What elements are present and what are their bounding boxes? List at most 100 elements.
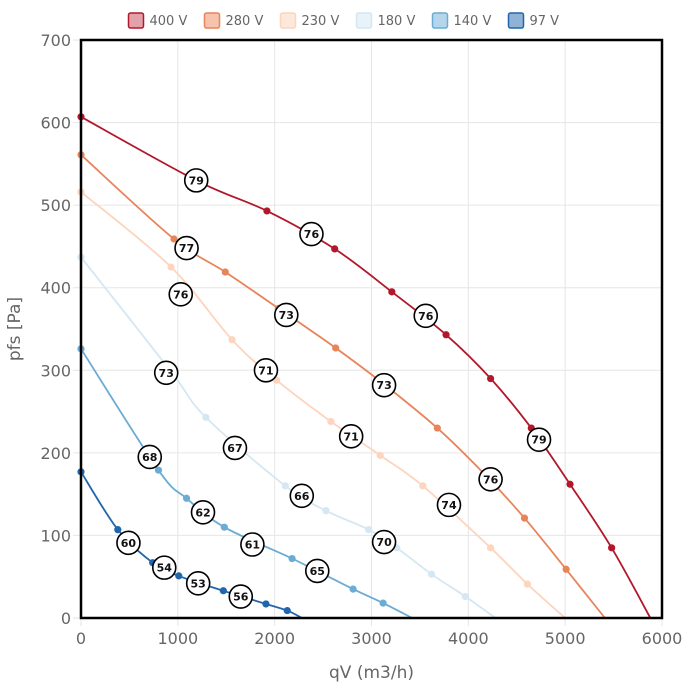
- efficiency-bubble-circle: [190, 500, 216, 525]
- tick-layer: 0 1000 2000 3000 4000 5000 6000 0 100 200 300 400 50…: [40, 31, 682, 648]
- data-point: [608, 544, 616, 552]
- y-tick-label: 300: [40, 361, 71, 380]
- efficiency-bubble-label: 65: [310, 565, 325, 578]
- efficiency-bubble-circle: [253, 357, 279, 383]
- efficiency-bubble-label: 73: [376, 379, 391, 392]
- data-point: [219, 587, 227, 595]
- efficiency-bubble-label: 73: [159, 367, 174, 380]
- efficiency-bubble-circle: [168, 282, 194, 307]
- efficiency-bubble-label: 74: [441, 499, 457, 512]
- y-tick-label: 500: [40, 196, 71, 215]
- efficiency-bubble: 68: [137, 444, 163, 470]
- legend-item[interactable]: 140 V: [431, 12, 492, 29]
- legend-label: 180 V: [378, 14, 416, 29]
- efficiency-bubble-label: 71: [258, 364, 273, 377]
- efficiency-bubble: 73: [273, 302, 299, 328]
- data-point: [175, 572, 183, 580]
- data-point: [283, 606, 291, 615]
- y-tick-label: 0: [61, 609, 71, 628]
- efficiency-bubble: 71: [253, 357, 279, 383]
- efficiency-bubble-circle: [371, 529, 397, 555]
- x-tick-label: 5000: [545, 629, 586, 648]
- efficiency-bubble-circle: [478, 466, 503, 492]
- series-line: [80, 116, 652, 619]
- efficiency-bubble: 65: [304, 558, 330, 584]
- legend-swatch: [431, 12, 449, 29]
- efficiency-bubble: 76: [478, 466, 503, 492]
- y-tick-label: 100: [40, 526, 71, 545]
- x-tick-label: 0: [76, 629, 86, 648]
- data-point: [332, 344, 340, 352]
- efficiency-bubble: 76: [168, 282, 194, 307]
- efficiency-bubble: 73: [371, 372, 397, 398]
- efficiency-bubble-circle: [299, 221, 324, 247]
- data-point: [288, 554, 296, 563]
- data-point: [170, 235, 178, 243]
- data-point: [442, 331, 450, 339]
- efficiency-bubble: 79: [183, 168, 209, 193]
- efficiency-bubble-circle: [413, 303, 439, 329]
- legend-swatch: [279, 12, 297, 29]
- efficiency-bubble: 60: [116, 530, 141, 556]
- legend-item[interactable]: 400 V: [127, 12, 188, 29]
- efficiency-bubble: 61: [240, 532, 265, 557]
- y-tick-label: 200: [40, 444, 71, 463]
- data-point: [220, 523, 228, 531]
- efficiency-bubble: 76: [299, 221, 324, 247]
- grid-layer: [73, 39, 663, 626]
- data-point: [331, 245, 339, 253]
- legend-item[interactable]: 180 V: [355, 12, 416, 29]
- efficiency-bubble-label: 70: [376, 536, 392, 549]
- data-point: [379, 599, 387, 607]
- efficiency-bubble: 53: [185, 571, 211, 596]
- efficiency-bubble-label: 76: [418, 310, 434, 323]
- efficiency-bubble-circle: [185, 571, 211, 596]
- efficiency-bubble-circle: [526, 427, 552, 452]
- efficiency-bubble-label: 76: [304, 228, 320, 241]
- series-line: [80, 471, 303, 619]
- legend-item[interactable]: 230 V: [279, 12, 340, 29]
- data-point: [487, 374, 495, 383]
- data-point: [388, 288, 396, 296]
- efficiency-bubble: 56: [228, 584, 254, 609]
- legend-swatch: [203, 12, 221, 29]
- data-point: [427, 570, 436, 578]
- efficiency-bubble-label: 62: [195, 506, 210, 519]
- legend-swatch: [355, 12, 373, 29]
- efficiency-bubble-label: 56: [233, 591, 249, 604]
- legend-item[interactable]: 97 V: [507, 12, 560, 29]
- x-tick-label: 3000: [351, 629, 392, 648]
- data-point: [167, 263, 175, 271]
- legend-item[interactable]: 280 V: [203, 12, 264, 29]
- y-axis-title: pfs [Pa]: [5, 297, 25, 361]
- legend-swatch: [507, 12, 525, 29]
- efficiency-bubble: 66: [289, 483, 315, 509]
- efficiency-bubble-circle: [304, 558, 330, 584]
- legend-label: 400 V: [150, 14, 188, 29]
- data-point: [562, 565, 570, 573]
- legend-label: 97 V: [530, 14, 560, 29]
- series-line: [80, 191, 566, 619]
- efficiency-bubble-label: 73: [279, 309, 294, 322]
- data-point: [364, 526, 373, 534]
- efficiency-bubble-circle: [371, 372, 397, 398]
- efficiency-bubble-circle: [240, 532, 265, 557]
- efficiency-bubble-label: 66: [294, 490, 310, 503]
- data-point: [419, 482, 427, 490]
- efficiency-bubble-circle: [183, 168, 209, 193]
- efficiency-bubble: 62: [190, 500, 216, 525]
- efficiency-bubble: 54: [151, 555, 177, 580]
- data-point: [327, 417, 335, 426]
- data-point: [228, 336, 236, 344]
- y-tick-label: 700: [40, 31, 71, 50]
- efficiency-bubble-circle: [289, 483, 315, 509]
- data-point: [487, 544, 495, 552]
- efficiency-bubble: 76: [413, 303, 439, 329]
- data-point: [520, 514, 529, 522]
- data-point: [182, 494, 191, 502]
- data-point: [262, 600, 270, 608]
- efficiency-bubble-label: 77: [179, 242, 194, 255]
- efficiency-bubble-label: 61: [245, 539, 260, 552]
